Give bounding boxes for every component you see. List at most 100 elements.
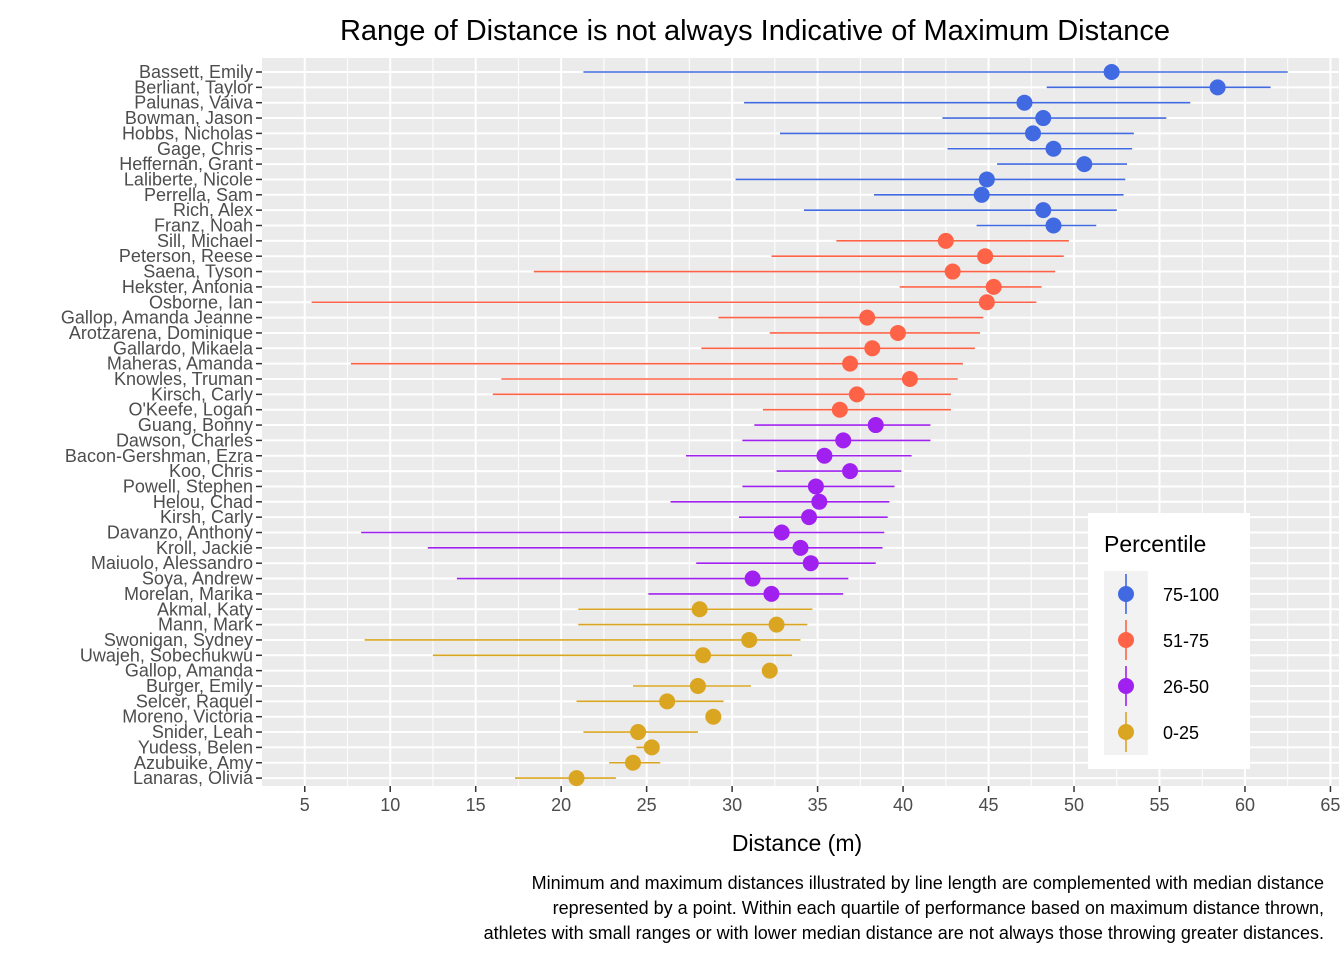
- median-point: [973, 186, 990, 203]
- athlete-label: Perrella, Sam: [144, 185, 253, 205]
- x-tick-label: 5: [300, 795, 310, 815]
- median-point: [816, 447, 833, 464]
- athlete-label: Burger, Emily: [146, 676, 253, 696]
- x-axis: 5 10 15 20 25 30 35 40 45 50 55 60 65: [300, 786, 1340, 815]
- athlete-label: O'Keefe, Logan: [128, 400, 253, 420]
- median-point: [761, 662, 778, 679]
- median-point: [741, 631, 758, 648]
- athlete-label: Azubuike, Amy: [134, 753, 253, 773]
- median-point: [659, 693, 676, 710]
- median-point: [859, 309, 876, 326]
- legend-key-point: [1118, 678, 1134, 694]
- athlete-label: Maheras, Amanda: [107, 354, 254, 374]
- x-tick-label: 10: [380, 795, 400, 815]
- athlete-label: Hobbs, Nicholas: [122, 123, 253, 143]
- median-point: [937, 232, 954, 249]
- athlete-label: Dawson, Charles: [116, 430, 253, 450]
- median-point: [1045, 140, 1062, 157]
- median-point: [1035, 110, 1052, 127]
- median-point: [901, 371, 918, 387]
- athlete-label: Morelan, Marika: [124, 584, 254, 604]
- x-tick-label: 65: [1320, 795, 1340, 815]
- median-point: [1024, 125, 1041, 142]
- athlete-label: Peterson, Reese: [119, 246, 253, 266]
- athlete-label: Mann, Mark: [158, 615, 254, 635]
- median-point: [944, 263, 961, 280]
- range-lines: [311, 71, 1288, 779]
- median-point: [705, 708, 722, 725]
- athlete-label: Franz, Noah: [154, 216, 253, 236]
- athlete-label: Berliant, Taylor: [134, 77, 253, 97]
- athlete-label: Kroll, Jackie: [156, 538, 253, 558]
- median-point: [802, 555, 819, 572]
- median-point: [773, 524, 790, 541]
- median-point: [889, 324, 906, 341]
- athlete-label: Laliberte, Nicole: [124, 169, 253, 189]
- x-tick-label: 25: [637, 795, 657, 815]
- legend: Percentile 75-100 51-75 26-50 0-25: [1088, 513, 1250, 769]
- athlete-label: Guang, Bonny: [138, 415, 253, 435]
- athlete-label: Knowles, Truman: [114, 369, 253, 389]
- caption-line-3: athletes with small ranges or with lower…: [484, 923, 1324, 943]
- caption: Minimum and maximum distances illustrate…: [484, 873, 1324, 943]
- median-point: [744, 570, 761, 587]
- athlete-label: Kirsch, Carly: [151, 384, 253, 404]
- median-point: [864, 340, 881, 357]
- x-tick-label: 30: [722, 795, 742, 815]
- athlete-label: Akmal, Katy: [157, 599, 253, 619]
- chart-title: Range of Distance is not always Indicati…: [340, 15, 1170, 47]
- median-point: [1076, 156, 1093, 173]
- median-point: [831, 401, 848, 418]
- athlete-label: Snider, Leah: [152, 722, 253, 742]
- athlete-label: Palunas, Vaiva: [134, 93, 254, 113]
- x-tick-label: 35: [808, 795, 828, 815]
- median-point: [848, 386, 865, 403]
- x-tick-label: 20: [551, 795, 571, 815]
- legend-key-point: [1118, 632, 1134, 648]
- athlete-label: Gage, Chris: [157, 139, 253, 159]
- athlete-label: Bassett, Emily: [139, 62, 253, 82]
- median-point: [689, 678, 706, 694]
- x-tick-label: 45: [979, 795, 999, 815]
- median-point: [977, 248, 994, 265]
- legend-label: 51-75: [1163, 631, 1209, 651]
- median-point: [624, 754, 641, 771]
- athlete-label: Koo, Chris: [169, 461, 253, 481]
- caption-line-2: represented by a point. Within each quar…: [553, 898, 1324, 918]
- median-point: [568, 770, 585, 787]
- x-tick-label: 55: [1149, 795, 1169, 815]
- median-point: [691, 601, 708, 618]
- median-point: [643, 739, 660, 756]
- median-point: [842, 355, 859, 372]
- athlete-label: Gallop, Amanda: [125, 661, 254, 681]
- x-tick-label: 60: [1235, 795, 1255, 815]
- legend-label: 0-25: [1163, 723, 1199, 743]
- median-point: [1103, 64, 1120, 80]
- athlete-label: Gallop, Amanda Jeanne: [61, 308, 253, 328]
- median-point: [1035, 202, 1052, 219]
- median-point: [695, 647, 712, 664]
- x-tick-label: 50: [1064, 795, 1084, 815]
- x-axis-title: Distance (m): [732, 830, 862, 856]
- athlete-label: Saena, Tyson: [143, 262, 253, 282]
- median-point: [978, 171, 995, 188]
- athlete-label: Rich, Alex: [173, 200, 253, 220]
- median-point: [1209, 79, 1226, 96]
- median-point: [630, 724, 647, 741]
- median-point: [768, 616, 785, 633]
- median-point: [801, 509, 818, 526]
- athlete-label: Gallardo, Mikaela: [113, 338, 254, 358]
- legend-title: Percentile: [1104, 531, 1206, 557]
- median-point: [811, 493, 828, 510]
- athlete-label: Bowman, Jason: [125, 108, 253, 128]
- legend-key-point: [1118, 586, 1134, 602]
- caption-line-1: Minimum and maximum distances illustrate…: [532, 873, 1324, 893]
- athlete-label: Bacon-Gershman, Ezra: [65, 446, 254, 466]
- athlete-label: Moreno, Victoria: [122, 707, 254, 727]
- median-point: [985, 278, 1002, 295]
- athlete-label: Soya, Andrew: [142, 569, 254, 589]
- median-point: [792, 539, 809, 556]
- x-tick-label: 15: [466, 795, 486, 815]
